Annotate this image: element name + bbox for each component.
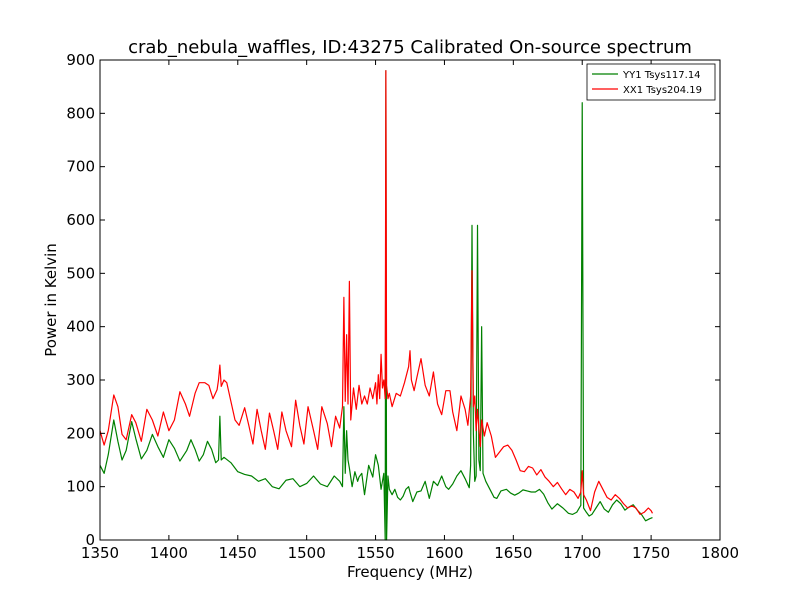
- x-tick-label: 1650: [494, 544, 532, 562]
- plot-background: [100, 60, 720, 540]
- x-tick-label: 1400: [150, 544, 188, 562]
- series-line-xx1: [99, 70, 654, 516]
- plot-area: [99, 59, 721, 541]
- y-tick-label: 800: [66, 104, 95, 122]
- y-axis-label: Power in Kelvin: [42, 243, 60, 357]
- series-layer: [99, 70, 654, 541]
- x-tick-label: 1500: [288, 544, 326, 562]
- x-tick-label: 1700: [563, 544, 601, 562]
- y-tick-label: 600: [66, 211, 95, 229]
- y-tick-label: 500: [66, 264, 95, 282]
- y-tick-label: 900: [66, 51, 95, 69]
- plot-frame: [99, 59, 721, 541]
- y-axis: 0 100 200 300 400 500 600 700 800 900: [66, 51, 720, 549]
- x-tick-label: 1750: [632, 544, 670, 562]
- y-tick-label: 100: [66, 478, 95, 496]
- y-tick-label: 200: [66, 424, 95, 442]
- legend-label-xx1: XX1 Tsys204.19: [623, 85, 702, 96]
- x-axis: 1350 1400 1450 1500 1550 1600 1650 1700 1750 1800: [81, 60, 739, 562]
- x-tick-label: 1550: [356, 544, 394, 562]
- legend: YY1 Tsys117.14 XX1 Tsys204.19: [586, 63, 716, 101]
- x-tick-label: 1350: [81, 544, 119, 562]
- x-tick-label: 1800: [701, 544, 739, 562]
- y-tick-label: 400: [66, 318, 95, 336]
- y-tick-label: 300: [66, 371, 95, 389]
- y-tick-label: 700: [66, 158, 95, 176]
- x-tick-label: 1450: [219, 544, 257, 562]
- y-tick-label: 0: [85, 531, 95, 549]
- x-tick-label: 1600: [425, 544, 463, 562]
- legend-label-yy1: YY1 Tsys117.14: [622, 70, 701, 81]
- x-axis-label: Frequency (MHz): [347, 563, 473, 581]
- chart-title: crab_nebula_waffles, ID:43275 Calibrated…: [128, 37, 692, 58]
- series-line-yy1: [99, 70, 653, 541]
- legend-box: [586, 63, 716, 101]
